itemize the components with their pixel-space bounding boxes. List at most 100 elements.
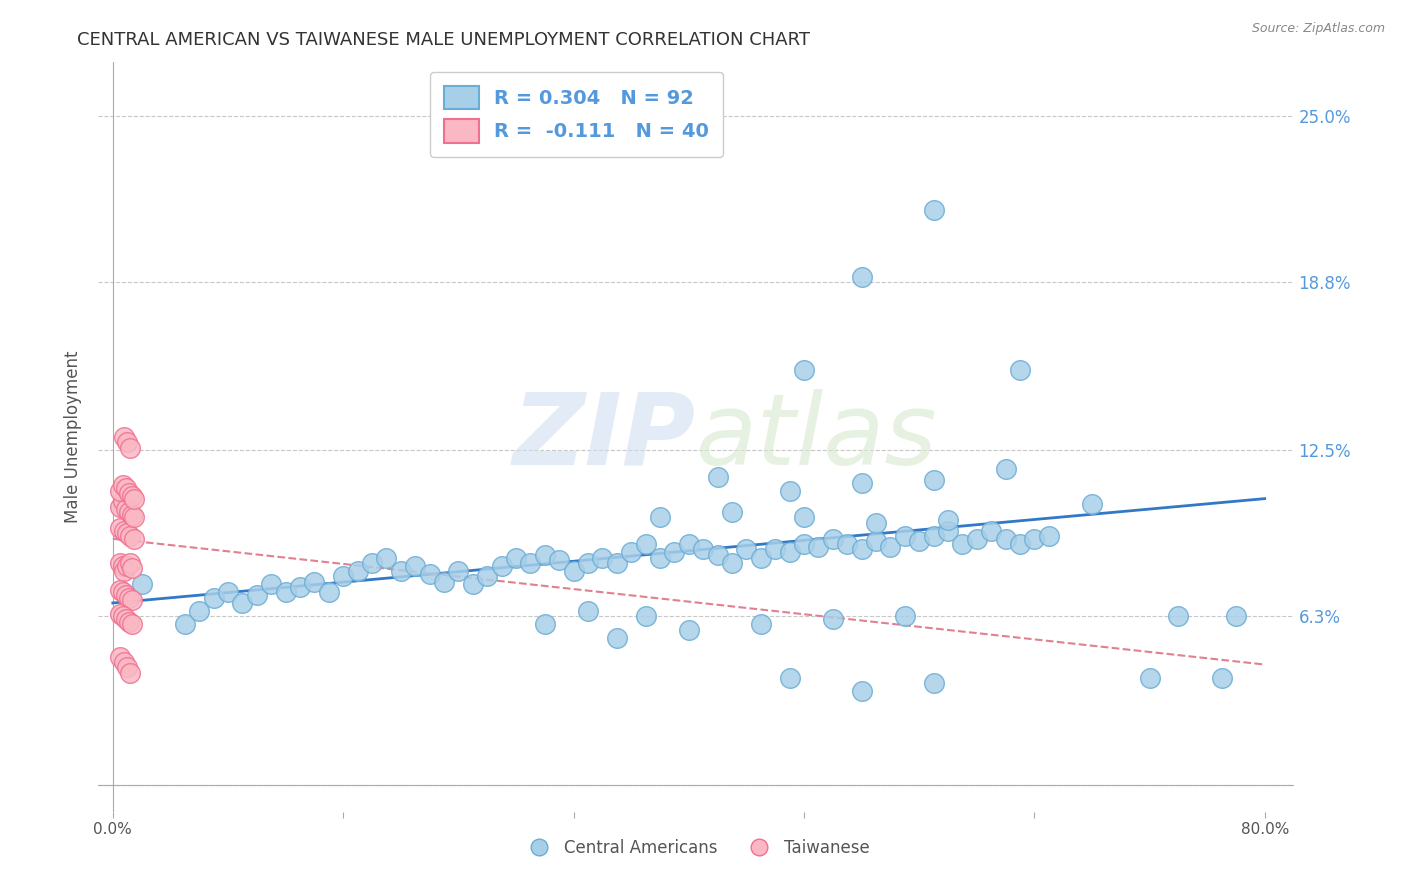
Point — [118, 615, 141, 629]
Point — [879, 540, 901, 554]
Point — [115, 558, 138, 573]
Point — [692, 542, 714, 557]
Point — [108, 582, 131, 597]
Point — [548, 553, 571, 567]
Point — [533, 617, 555, 632]
Point — [346, 564, 368, 578]
Y-axis label: Male Unemployment: Male Unemployment — [65, 351, 83, 524]
Point — [851, 475, 873, 490]
Point — [108, 500, 131, 514]
Point — [108, 607, 131, 621]
Point — [114, 588, 136, 602]
Point — [124, 532, 146, 546]
Point — [591, 550, 613, 565]
Point — [851, 269, 873, 284]
Point — [246, 588, 269, 602]
Point — [120, 556, 142, 570]
Point — [865, 516, 887, 530]
Point — [706, 470, 728, 484]
Point — [519, 556, 541, 570]
Point — [491, 558, 513, 573]
Point — [108, 521, 131, 535]
Point — [576, 604, 599, 618]
Point — [721, 556, 744, 570]
Legend: Central Americans, Taiwanese: Central Americans, Taiwanese — [516, 832, 876, 863]
Point — [108, 483, 131, 498]
Point — [893, 529, 915, 543]
Point — [115, 435, 138, 450]
Point — [361, 556, 384, 570]
Point — [114, 612, 136, 626]
Point — [533, 548, 555, 562]
Point — [807, 540, 830, 554]
Point — [922, 202, 945, 217]
Point — [332, 569, 354, 583]
Text: ZIP: ZIP — [513, 389, 696, 485]
Point — [865, 534, 887, 549]
Point — [115, 526, 138, 541]
Point — [922, 529, 945, 543]
Point — [678, 623, 700, 637]
Point — [1167, 609, 1189, 624]
Point — [231, 596, 253, 610]
Point — [447, 564, 470, 578]
Point — [950, 537, 973, 551]
Point — [936, 524, 959, 538]
Point — [111, 558, 134, 573]
Point — [111, 494, 134, 508]
Point — [664, 545, 686, 559]
Point — [121, 489, 143, 503]
Text: Source: ZipAtlas.com: Source: ZipAtlas.com — [1251, 22, 1385, 36]
Point — [404, 558, 426, 573]
Point — [433, 574, 456, 589]
Point — [576, 556, 599, 570]
Point — [274, 585, 297, 599]
Point — [114, 502, 136, 516]
Point — [288, 580, 311, 594]
Point — [908, 534, 931, 549]
Point — [461, 577, 484, 591]
Point — [115, 660, 138, 674]
Point — [1081, 497, 1104, 511]
Point — [837, 537, 859, 551]
Point — [304, 574, 326, 589]
Point — [121, 593, 143, 607]
Point — [648, 510, 671, 524]
Point — [375, 550, 398, 565]
Point — [389, 564, 412, 578]
Point — [118, 486, 141, 500]
Point — [120, 529, 142, 543]
Point — [118, 591, 141, 605]
Point — [108, 649, 131, 664]
Point — [721, 505, 744, 519]
Point — [108, 556, 131, 570]
Point — [821, 532, 844, 546]
Point — [936, 513, 959, 527]
Point — [793, 363, 815, 377]
Point — [112, 655, 135, 669]
Point — [851, 542, 873, 557]
Point — [893, 609, 915, 624]
Point — [994, 532, 1017, 546]
Point — [124, 510, 146, 524]
Point — [994, 462, 1017, 476]
Point — [779, 483, 801, 498]
Point — [1225, 609, 1247, 624]
Point — [821, 612, 844, 626]
Point — [793, 537, 815, 551]
Point — [749, 550, 772, 565]
Point — [121, 508, 143, 522]
Point — [217, 585, 239, 599]
Point — [922, 473, 945, 487]
Point — [779, 545, 801, 559]
Point — [966, 532, 988, 546]
Point — [678, 537, 700, 551]
Point — [419, 566, 441, 581]
Point — [124, 491, 146, 506]
Point — [173, 617, 195, 632]
Point — [922, 676, 945, 690]
Point — [1024, 532, 1046, 546]
Point — [111, 478, 134, 492]
Point — [606, 556, 628, 570]
Point — [121, 561, 143, 575]
